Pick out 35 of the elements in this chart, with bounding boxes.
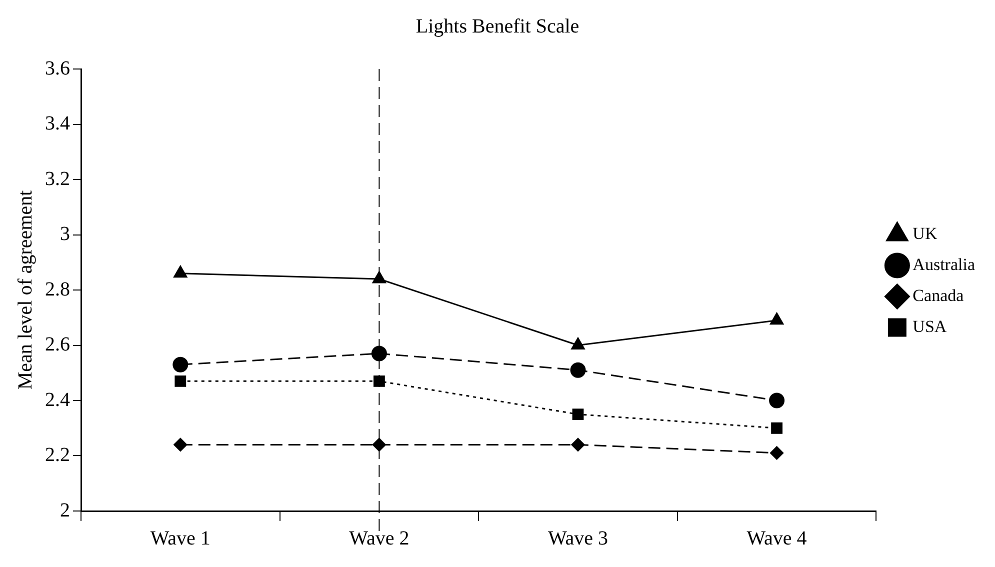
y-tick-label: 2 <box>60 499 70 522</box>
point <box>769 392 785 408</box>
y-tick-label: 3 <box>60 223 70 245</box>
y-tick-label: 2.6 <box>45 334 70 356</box>
point <box>372 438 386 452</box>
point <box>371 346 387 362</box>
point <box>572 408 584 420</box>
x-tick-label: Wave 3 <box>548 527 608 550</box>
point <box>571 438 585 452</box>
y-tick-label: 2.4 <box>45 388 70 411</box>
point <box>771 422 782 434</box>
chart-title: Lights Benefit Scale <box>416 15 580 38</box>
point <box>373 375 385 387</box>
point <box>770 312 784 325</box>
x-tick-label: Wave 4 <box>746 527 807 550</box>
legend-label: USA <box>912 316 948 336</box>
y-axis-title: Mean level of agreement <box>14 190 36 390</box>
y-tick-label: 3.4 <box>45 112 70 134</box>
legend-label: Canada <box>912 286 964 305</box>
x-tick-label: Wave 1 <box>150 527 210 550</box>
y-tick-label: 2.8 <box>45 278 70 300</box>
point <box>174 438 188 452</box>
point <box>571 338 585 350</box>
y-tick-label: 3.2 <box>45 168 70 190</box>
x-tick-label: Wave 2 <box>349 527 410 550</box>
point <box>174 266 188 278</box>
point <box>570 362 586 378</box>
legend-label: Australia <box>912 254 976 274</box>
y-tick-label: 3.6 <box>45 57 70 80</box>
point <box>174 375 186 387</box>
point <box>372 271 386 284</box>
point <box>770 446 784 460</box>
point <box>172 356 188 372</box>
legend-label: UK <box>912 224 938 243</box>
y-tick-label: 2.2 <box>45 444 70 466</box>
